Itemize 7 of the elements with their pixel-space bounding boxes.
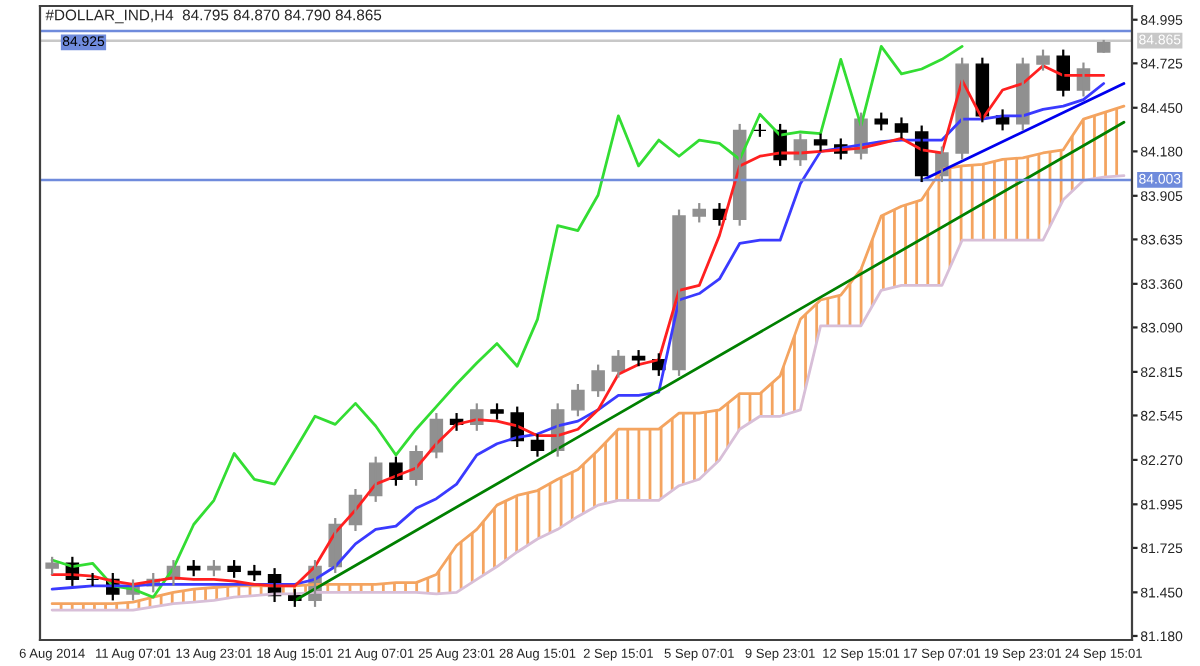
candlestick: [591, 363, 605, 399]
candlestick: [490, 402, 504, 421]
candlestick: [753, 122, 767, 138]
candlestick: [571, 382, 585, 418]
candlestick: [1036, 48, 1050, 72]
candlestick: [85, 571, 100, 587]
candlestick: [692, 201, 707, 224]
